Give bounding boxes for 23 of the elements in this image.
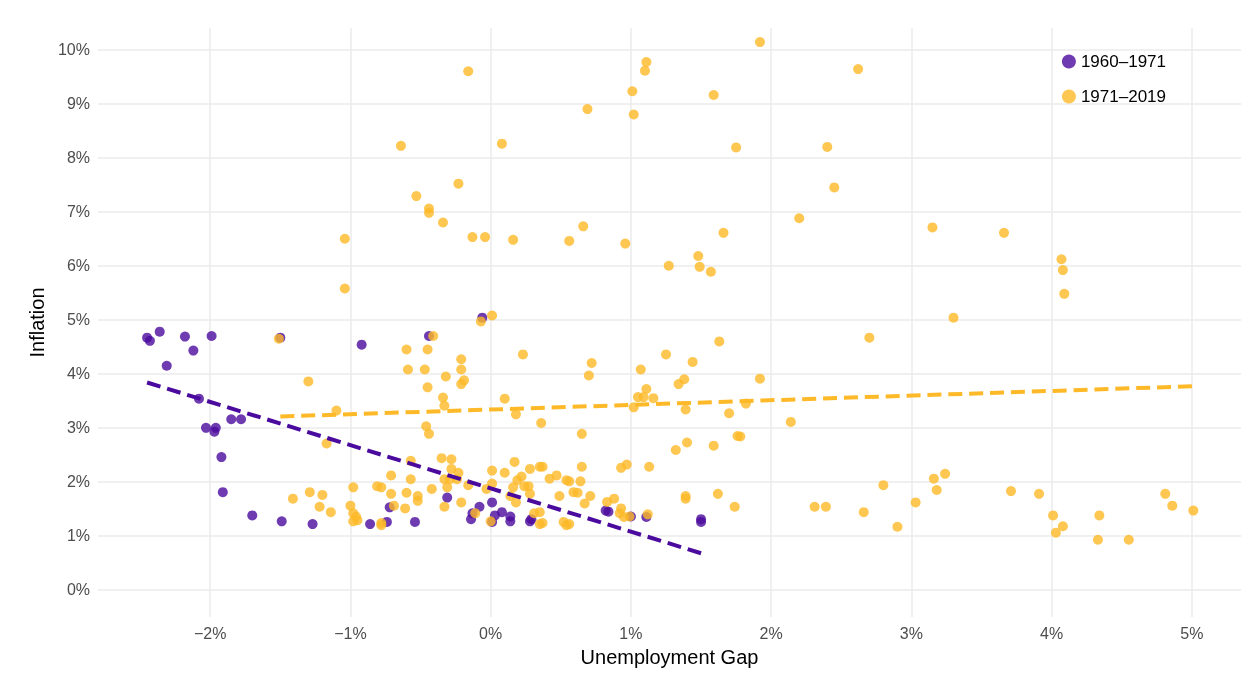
y-tick-label: 3%	[66, 419, 90, 437]
y-tick-label: 7%	[66, 203, 90, 221]
y-tick-label: 8%	[66, 149, 90, 167]
x-tick-label: 2%	[759, 624, 783, 642]
x-tick-label: 4%	[1040, 624, 1064, 642]
y-tick-label: 5%	[66, 311, 90, 329]
x-tick-label: 1%	[619, 624, 643, 642]
y-tick-label: 4%	[66, 365, 90, 383]
x-tick-label: −1%	[334, 624, 367, 642]
y-tick-label: 2%	[66, 473, 90, 491]
y-tick-label: 0%	[66, 581, 90, 599]
y-axis-title: Inflation	[26, 287, 49, 358]
x-tick-label: −2%	[193, 624, 227, 642]
y-tick-label: 1%	[66, 527, 90, 545]
x-tick-label: 3%	[899, 624, 923, 642]
legend-label: 1971–2019	[1080, 87, 1166, 106]
legend-label: 1960–1971	[1080, 52, 1166, 71]
y-tick-label: 6%	[66, 257, 90, 275]
x-tick-label: 5%	[1180, 624, 1204, 642]
y-tick-label: 10%	[57, 41, 90, 59]
x-axis-title: Unemployment Gap	[580, 646, 759, 668]
x-tick-label: 0%	[479, 624, 503, 642]
y-tick-label: 9%	[66, 95, 90, 113]
